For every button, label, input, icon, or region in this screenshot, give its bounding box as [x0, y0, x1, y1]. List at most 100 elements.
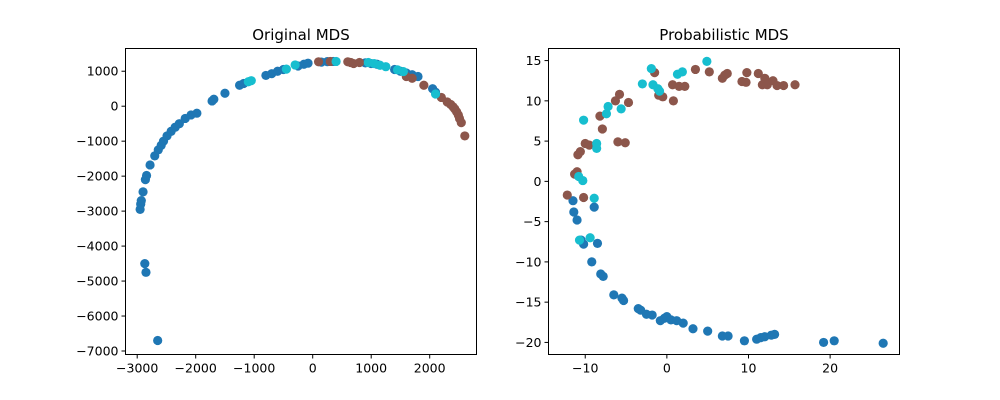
data-point-brown [742, 68, 752, 78]
x-tick-label: 0 [309, 361, 317, 376]
y-axis: 15 10 5 0 −5 −10 −15 −20 [515, 53, 549, 350]
data-point-brown [772, 80, 782, 91]
data-point-brown [460, 131, 470, 141]
data-point-blue [145, 160, 155, 170]
data-point-brown [722, 68, 732, 79]
data-point-cyan [430, 89, 441, 99]
y-tick-label: −7000 [76, 344, 118, 359]
data-point-blue [770, 329, 780, 339]
data-point-blue [609, 290, 619, 300]
data-point-blue [138, 187, 148, 197]
data-point-brown [597, 124, 607, 134]
data-point-brown [313, 57, 324, 67]
data-point-brown [623, 97, 634, 108]
data-point-cyan [578, 175, 588, 186]
data-point-cyan [646, 64, 656, 74]
data-point-brown [456, 118, 466, 128]
chart-original-mds: Original MDS −3000 −2000 −1000 0 1000 2000 10… [76, 26, 477, 376]
data-point-brown [690, 64, 701, 75]
data-point-cyan [574, 235, 585, 245]
data-point-brown [704, 67, 714, 77]
y-tick-label: 0 [534, 174, 542, 189]
data-point-blue [723, 331, 733, 341]
data-point-brown [620, 138, 630, 148]
data-point-cyan [381, 62, 391, 72]
y-tick-label: −10 [515, 254, 541, 269]
data-point-brown [354, 57, 365, 68]
data-point-blue [598, 271, 608, 281]
data-point-cyan [589, 193, 599, 203]
data-point-brown [790, 80, 800, 90]
plot-area [135, 56, 470, 346]
data-point-brown [579, 192, 589, 203]
data-point-blue [153, 335, 163, 346]
data-point-cyan [585, 233, 595, 243]
data-point-cyan [592, 138, 602, 149]
data-point-blue [209, 94, 219, 104]
y-tick-label: −2000 [76, 169, 118, 184]
data-point-blue [688, 324, 698, 334]
data-point-blue [141, 267, 151, 277]
y-tick-label: −5000 [76, 274, 118, 289]
data-point-blue [647, 310, 657, 320]
data-point-blue [141, 170, 152, 181]
x-tick-label: 1000 [355, 361, 387, 376]
data-point-brown [562, 190, 572, 200]
data-point-blue [878, 338, 888, 348]
y-tick-label: −15 [515, 295, 541, 310]
x-tick-label: −3000 [116, 361, 158, 376]
x-tick-label: 20 [822, 361, 838, 376]
x-tick-label: 2000 [414, 361, 446, 376]
x-tick-label: 0 [663, 361, 671, 376]
y-tick-label: −6000 [76, 309, 118, 324]
y-tick-label: 1000 [87, 64, 119, 79]
y-tick-label: −5 [523, 214, 541, 229]
data-point-brown [778, 80, 789, 91]
chart-probabilistic-mds: Probabilistic MDS −10 0 10 20 15 10 5 0 −5 −10 −1… [515, 26, 900, 376]
data-point-brown [668, 96, 678, 106]
y-tick-label: −20 [515, 335, 541, 350]
data-point-blue [568, 196, 578, 206]
y-tick-label: −4000 [76, 239, 118, 254]
data-point-cyan [398, 66, 408, 77]
data-point-blue [303, 58, 313, 68]
data-point-blue [589, 202, 599, 212]
data-point-cyan [616, 104, 626, 114]
data-point-blue [587, 257, 597, 267]
axes-frame [125, 48, 477, 355]
data-point-brown [584, 140, 594, 150]
data-point-cyan [637, 79, 647, 89]
data-point-brown [753, 68, 763, 79]
data-point-brown [407, 73, 417, 83]
data-point-cyan [281, 64, 291, 74]
x-tick-label: −10 [572, 361, 598, 376]
data-point-blue [174, 119, 184, 129]
data-point-blue [703, 326, 713, 336]
data-point-blue [220, 88, 230, 98]
x-tick-label: −1000 [233, 361, 275, 376]
data-point-blue [818, 337, 829, 348]
chart-title: Probabilistic MDS [659, 26, 788, 44]
y-tick-label: 0 [111, 99, 119, 114]
data-point-blue [569, 207, 579, 217]
data-point-blue [572, 215, 582, 225]
x-tick-label: −2000 [175, 361, 217, 376]
y-tick-label: 15 [526, 53, 542, 68]
data-point-cyan [603, 101, 613, 112]
data-point-blue [829, 336, 839, 346]
y-tick-label: 5 [534, 134, 542, 149]
y-tick-label: −3000 [76, 204, 118, 219]
data-point-brown [613, 137, 623, 147]
data-point-blue [618, 295, 629, 306]
data-point-blue [739, 336, 750, 346]
data-point-brown [419, 80, 429, 90]
data-point-brown [741, 77, 751, 87]
data-point-brown [680, 81, 690, 91]
chart-title: Original MDS [252, 26, 349, 44]
data-point-cyan [702, 56, 712, 66]
y-tick-label: 10 [526, 93, 542, 108]
y-axis: 1000 0 −1000 −2000 −3000 −4000 −5000 −6000 −7000 [76, 64, 126, 359]
data-point-brown [575, 146, 585, 157]
